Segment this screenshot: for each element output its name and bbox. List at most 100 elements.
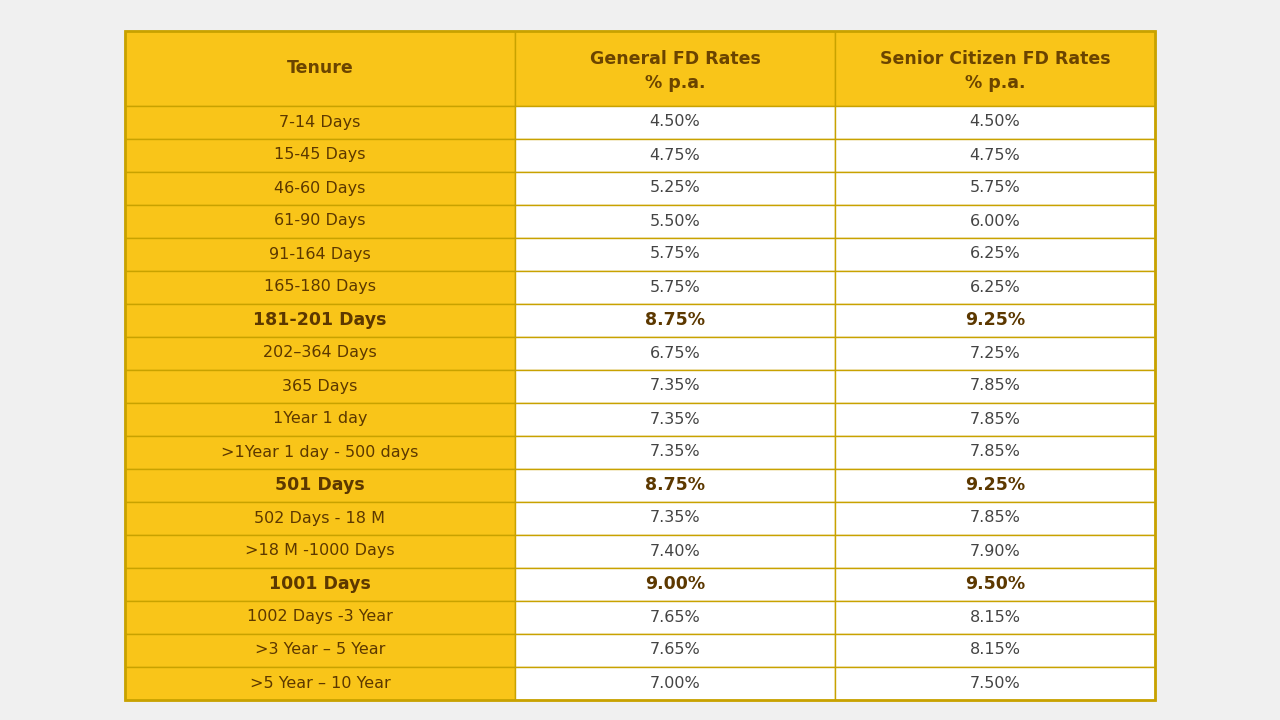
Text: 7.65%: 7.65% [650, 610, 700, 624]
Bar [125, 30, 515, 106]
Text: 7.85%: 7.85% [969, 379, 1020, 394]
Bar [125, 402, 515, 436]
Bar [835, 171, 1155, 204]
Bar [835, 534, 1155, 567]
Text: 5.75%: 5.75% [650, 279, 700, 294]
Text: 91-164 Days: 91-164 Days [269, 246, 371, 261]
Text: 4.75%: 4.75% [970, 148, 1020, 163]
Bar [835, 271, 1155, 304]
Text: 5.50%: 5.50% [650, 214, 700, 228]
Bar [515, 171, 835, 204]
Text: 1Year 1 day: 1Year 1 day [273, 412, 367, 426]
Text: 165-180 Days: 165-180 Days [264, 279, 376, 294]
Text: >18 M -1000 Days: >18 M -1000 Days [246, 544, 394, 559]
Text: 501 Days: 501 Days [275, 476, 365, 494]
Text: 5.75%: 5.75% [650, 246, 700, 261]
Text: 8.75%: 8.75% [645, 476, 705, 494]
Text: 7.85%: 7.85% [969, 412, 1020, 426]
Bar [125, 634, 515, 667]
Text: 46-60 Days: 46-60 Days [274, 181, 366, 196]
Bar [835, 204, 1155, 238]
Text: 4.50%: 4.50% [970, 114, 1020, 130]
Text: 202–364 Days: 202–364 Days [264, 346, 376, 361]
Text: 7.35%: 7.35% [650, 444, 700, 459]
Bar [515, 238, 835, 271]
Bar [125, 204, 515, 238]
Text: 6.25%: 6.25% [970, 279, 1020, 294]
Text: 15-45 Days: 15-45 Days [274, 148, 366, 163]
Text: 502 Days - 18 M: 502 Days - 18 M [255, 510, 385, 526]
Text: 1001 Days: 1001 Days [269, 575, 371, 593]
Bar [125, 336, 515, 369]
Bar [515, 336, 835, 369]
Bar [515, 600, 835, 634]
Text: 4.75%: 4.75% [650, 148, 700, 163]
Text: Tenure: Tenure [287, 59, 353, 77]
Bar [125, 469, 515, 502]
Text: 7.90%: 7.90% [970, 544, 1020, 559]
Text: 7.50%: 7.50% [970, 675, 1020, 690]
Bar [835, 469, 1155, 502]
Text: 7.00%: 7.00% [650, 675, 700, 690]
Text: 6.00%: 6.00% [970, 214, 1020, 228]
Bar [835, 138, 1155, 171]
Text: >3 Year – 5 Year: >3 Year – 5 Year [255, 642, 385, 657]
Bar [515, 634, 835, 667]
Bar [515, 402, 835, 436]
Text: 7.85%: 7.85% [969, 510, 1020, 526]
Bar [125, 304, 515, 336]
Bar [515, 138, 835, 171]
Text: >5 Year – 10 Year: >5 Year – 10 Year [250, 675, 390, 690]
Bar [515, 469, 835, 502]
Text: 9.00%: 9.00% [645, 575, 705, 593]
Bar [515, 369, 835, 402]
Text: 365 Days: 365 Days [283, 379, 357, 394]
Text: 61-90 Days: 61-90 Days [274, 214, 366, 228]
Text: % p.a.: % p.a. [965, 74, 1025, 92]
Bar [125, 271, 515, 304]
Bar [125, 534, 515, 567]
Bar [835, 567, 1155, 600]
Bar [835, 600, 1155, 634]
Text: 7.40%: 7.40% [650, 544, 700, 559]
Bar [835, 369, 1155, 402]
Bar [835, 634, 1155, 667]
Text: 9.50%: 9.50% [965, 575, 1025, 593]
Text: 8.15%: 8.15% [969, 610, 1020, 624]
Bar [515, 106, 835, 138]
Text: 5.75%: 5.75% [970, 181, 1020, 196]
Text: 7-14 Days: 7-14 Days [279, 114, 361, 130]
Bar [125, 600, 515, 634]
Text: 7.35%: 7.35% [650, 412, 700, 426]
Bar [125, 171, 515, 204]
Text: 7.35%: 7.35% [650, 379, 700, 394]
Bar [125, 502, 515, 534]
Text: >1Year 1 day - 500 days: >1Year 1 day - 500 days [221, 444, 419, 459]
Text: 4.50%: 4.50% [650, 114, 700, 130]
Bar [515, 567, 835, 600]
Bar [835, 304, 1155, 336]
Bar [835, 336, 1155, 369]
Bar [125, 369, 515, 402]
Bar [835, 106, 1155, 138]
Bar [835, 30, 1155, 106]
Bar [835, 402, 1155, 436]
Bar [125, 436, 515, 469]
Bar [515, 667, 835, 700]
Bar [515, 534, 835, 567]
Bar [515, 204, 835, 238]
Text: 8.75%: 8.75% [645, 311, 705, 329]
Bar [125, 138, 515, 171]
Text: 7.25%: 7.25% [970, 346, 1020, 361]
Text: 181-201 Days: 181-201 Days [253, 311, 387, 329]
Bar [515, 271, 835, 304]
Text: 5.25%: 5.25% [650, 181, 700, 196]
Text: 7.35%: 7.35% [650, 510, 700, 526]
Bar [835, 436, 1155, 469]
Text: 6.25%: 6.25% [970, 246, 1020, 261]
Text: 9.25%: 9.25% [965, 311, 1025, 329]
Text: 8.15%: 8.15% [969, 642, 1020, 657]
Bar [515, 30, 835, 106]
Text: 1002 Days -3 Year: 1002 Days -3 Year [247, 610, 393, 624]
Text: % p.a.: % p.a. [645, 74, 705, 92]
